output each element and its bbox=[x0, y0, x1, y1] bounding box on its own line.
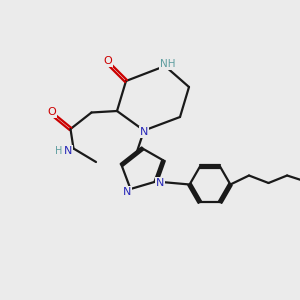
Text: H: H bbox=[55, 146, 62, 156]
Text: N: N bbox=[140, 127, 148, 137]
Text: NH: NH bbox=[160, 59, 175, 69]
Text: N: N bbox=[64, 146, 72, 156]
Text: O: O bbox=[103, 56, 112, 66]
Text: N: N bbox=[123, 187, 131, 197]
Text: N: N bbox=[155, 178, 164, 188]
Text: O: O bbox=[47, 107, 56, 117]
